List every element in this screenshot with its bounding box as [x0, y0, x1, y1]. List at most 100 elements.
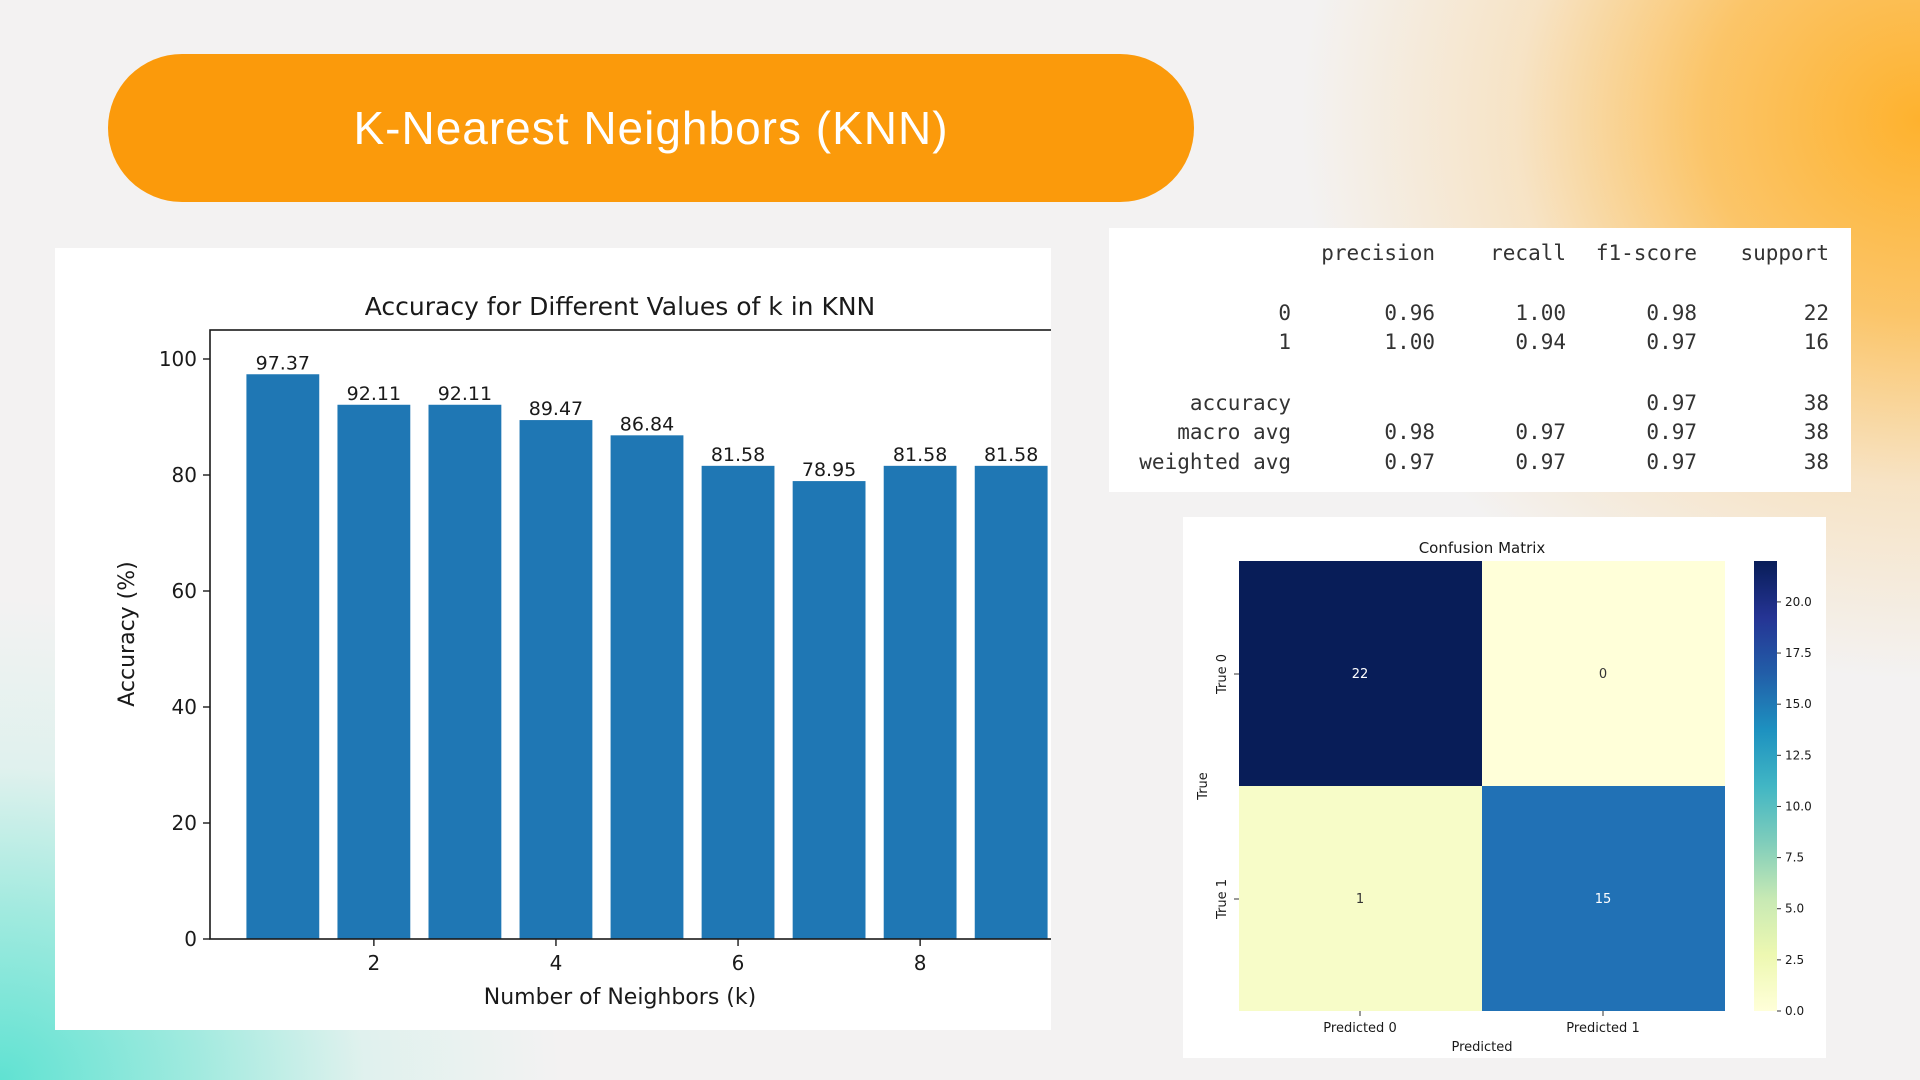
report-cell: 38 — [1804, 450, 1829, 474]
report-row-label: 1 — [1278, 330, 1291, 354]
report-row-label: weighted avg — [1139, 450, 1291, 474]
bar-data-label: 81.58 — [711, 444, 765, 466]
colorbar-tick-label: 17.5 — [1785, 646, 1812, 660]
y-axis-label: Accuracy (%) — [115, 561, 140, 707]
slide-title-banner: K-Nearest Neighbors (KNN) — [108, 54, 1194, 202]
colorbar-tick-label: 2.5 — [1785, 953, 1804, 967]
x-tick-label: 8 — [914, 951, 927, 975]
bar-data-label: 92.11 — [347, 383, 401, 405]
cm-cell-true0-pred0 — [1239, 561, 1482, 786]
bar-k-5 — [610, 435, 684, 939]
y-tick-label: 80 — [172, 463, 197, 487]
report-cell: 0.96 — [1384, 301, 1435, 325]
report-cell: 38 — [1804, 420, 1829, 444]
bar-data-label: 97.37 — [256, 352, 310, 374]
report-cell: 0.97 — [1646, 391, 1697, 415]
report-row-label: 0 — [1278, 301, 1291, 325]
report-cell: 1.00 — [1384, 330, 1435, 354]
bar-k-1 — [246, 374, 320, 939]
cm-cell-true0-pred1 — [1482, 561, 1725, 786]
cm-cell-true1-pred1 — [1482, 786, 1725, 1011]
cm-cell-label: 15 — [1595, 892, 1612, 907]
bar-data-labels-group: 97.37 92.11 92.11 89.47 86.84 81.58 78.95 81.58… — [256, 352, 1039, 481]
cm-colorbar — [1754, 561, 1777, 1011]
x-tick-label: 2 — [368, 951, 381, 975]
report-cell: 0.97 — [1646, 450, 1697, 474]
classification-report: precision recall f1-score support 0 0.96… — [1139, 241, 1829, 474]
confusion-matrix-title: Confusion Matrix — [1419, 539, 1546, 557]
bar-k-9 — [974, 465, 1048, 939]
accuracy-bar-chart-panel: Accuracy for Different Values of k in KN… — [55, 248, 1085, 1030]
y-tick-label: 40 — [172, 695, 197, 719]
y-axis-ticks-group: 0 20 40 60 80 100 — [159, 347, 210, 951]
bar-marks-group — [246, 374, 1048, 940]
bar-data-label: 86.84 — [620, 413, 674, 435]
colorbar-tick-label: 15.0 — [1785, 697, 1812, 711]
bar-k-6 — [701, 465, 775, 939]
bar-chart-title: Accuracy for Different Values of k in KN… — [365, 292, 876, 321]
report-col-precision: precision — [1321, 241, 1435, 265]
report-cell: 16 — [1804, 330, 1829, 354]
cm-cell-label: 22 — [1352, 667, 1369, 682]
report-cell: 0.97 — [1646, 330, 1697, 354]
report-row-1: 1 1.00 0.94 0.97 16 — [1278, 330, 1829, 354]
cm-x-axis-label: Predicted — [1451, 1040, 1512, 1055]
report-header-row: precision recall f1-score support — [1321, 241, 1829, 265]
bar-k-8 — [883, 465, 957, 939]
report-cell: 0.94 — [1515, 330, 1566, 354]
report-row-label: accuracy — [1190, 391, 1291, 415]
confusion-matrix-chart: Confusion Matrix 22 0 1 15 True 0 True 1… — [1196, 539, 1812, 1055]
cm-ytick-true0: True 0 — [1215, 654, 1230, 695]
confusion-matrix-panel: Confusion Matrix 22 0 1 15 True 0 True 1… — [1183, 517, 1826, 1058]
colorbar-tick-label: 12.5 — [1785, 748, 1812, 762]
x-tick-label: 4 — [550, 951, 563, 975]
bar-data-label: 89.47 — [529, 398, 583, 420]
cm-cell-label: 1 — [1356, 892, 1364, 907]
report-cell: 0.98 — [1384, 420, 1435, 444]
report-cell: 38 — [1804, 391, 1829, 415]
cm-cell-label: 0 — [1599, 667, 1607, 682]
report-col-f1: f1-score — [1596, 241, 1697, 265]
y-tick-label: 20 — [172, 811, 197, 835]
bar-k-4 — [519, 420, 593, 940]
colorbar-tick-label: 5.0 — [1785, 902, 1804, 916]
colorbar-tick-label: 20.0 — [1785, 595, 1812, 609]
y-tick-label: 100 — [159, 347, 197, 371]
report-row-accuracy: accuracy 0.97 38 — [1190, 391, 1829, 415]
colorbar-tick-label: 10.0 — [1785, 799, 1812, 813]
report-cell: 0.97 — [1515, 450, 1566, 474]
colorbar-tick-label: 7.5 — [1785, 851, 1804, 865]
bar-data-label: 78.95 — [802, 459, 856, 481]
report-cell: 0.98 — [1646, 301, 1697, 325]
bar-data-label: 81.58 — [893, 444, 947, 466]
report-col-support: support — [1740, 241, 1829, 265]
accuracy-bar-chart: Accuracy for Different Values of k in KN… — [115, 292, 1085, 1010]
bar-k-2 — [337, 404, 411, 940]
cm-y-axis-label: True — [1196, 772, 1211, 801]
report-cell: 1.00 — [1515, 301, 1566, 325]
cm-xtick-pred0: Predicted 0 — [1323, 1021, 1396, 1036]
x-axis-ticks-group: 2 4 6 8 — [368, 939, 927, 975]
bar-k-7 — [792, 481, 866, 939]
bar-data-label: 92.11 — [438, 383, 492, 405]
report-row-macro-avg: macro avg 0.98 0.97 0.97 38 — [1177, 420, 1829, 444]
bar-data-label: 81.58 — [984, 444, 1038, 466]
classification-report-panel: precision recall f1-score support 0 0.96… — [1109, 228, 1851, 492]
cm-cell-true1-pred0 — [1239, 786, 1482, 1011]
report-cell: 0.97 — [1384, 450, 1435, 474]
report-row-label: macro avg — [1177, 420, 1291, 444]
report-row-weighted-avg: weighted avg 0.97 0.97 0.97 38 — [1139, 450, 1829, 474]
colorbar-tick-label: 0.0 — [1785, 1004, 1804, 1018]
report-col-recall: recall — [1490, 241, 1566, 265]
cm-colorbar-ticks-group: 0.0 2.5 5.0 7.5 10.0 12.5 15.0 17.5 20.0 — [1777, 595, 1812, 1018]
y-tick-label: 60 — [172, 579, 197, 603]
report-row-0: 0 0.96 1.00 0.98 22 — [1278, 301, 1829, 325]
x-axis-label: Number of Neighbors (k) — [484, 985, 756, 1010]
report-cell: 0.97 — [1646, 420, 1697, 444]
bar-k-3 — [428, 404, 502, 940]
cm-xtick-pred1: Predicted 1 — [1566, 1021, 1639, 1036]
cm-ytick-true1: True 1 — [1215, 879, 1230, 920]
report-cell: 0.97 — [1515, 420, 1566, 444]
y-tick-label: 0 — [184, 927, 197, 951]
report-cell: 22 — [1804, 301, 1829, 325]
